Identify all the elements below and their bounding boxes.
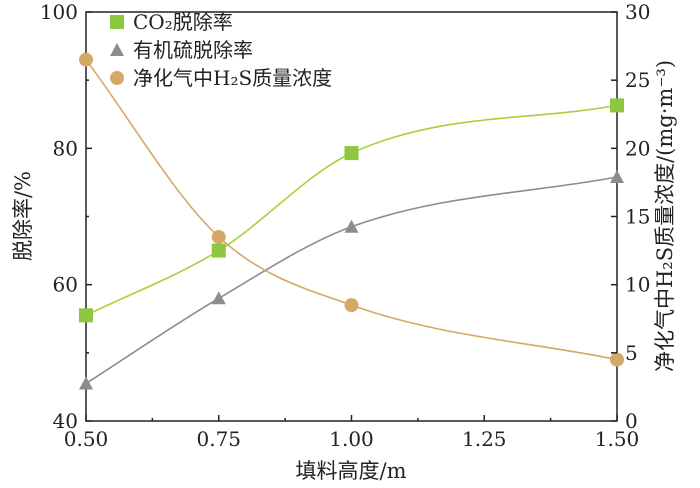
y-right-tick-label-7: 30 [625,0,650,24]
legend-label-2: 有机硫脱除率 [133,38,253,62]
legend-marker-1 [110,15,124,29]
data-point-s1-4 [610,98,624,113]
y-left-tick-label-3: 80 [53,136,78,160]
y-left-tick-label-4: 100 [40,0,78,24]
y-left-axis-title: 脱除率/% [11,171,35,261]
y-right-tick-label-6: 25 [625,68,650,92]
series-markers [79,52,624,390]
x-tick-label-5: 1.50 [595,427,640,451]
series-line-3 [85,59,618,361]
y-right-tick-label-1: 0 [625,409,638,433]
x-tick-label-2: 0.75 [196,427,241,451]
y-right-tick-label-3: 10 [625,273,650,297]
legend-label-1: CO₂脱除率 [133,10,233,34]
data-point-s2-2 [211,291,226,305]
axis-ticks [85,11,618,422]
x-axis-title: 填料高度/m [296,459,407,483]
y-left-tick-label-2: 60 [53,273,78,297]
data-point-s2-1 [79,376,93,390]
data-point-s1-2 [211,243,226,258]
data-point-s2-3 [344,219,359,233]
x-tick-label-4: 1.25 [462,427,507,451]
data-point-s3-3 [344,298,359,313]
y-right-tick-label-5: 20 [625,136,650,160]
y-right-axis-title: 净化气中H₂S质量浓度/(mg·m⁻³) [653,60,677,372]
data-point-s3-2 [211,229,226,244]
x-tick-label-3: 1.00 [329,427,374,451]
data-point-s3-4 [610,352,624,367]
x-tick-label-1: 0.50 [64,427,109,451]
y-right-tick-label-2: 5 [625,341,638,365]
series-lines [85,59,618,385]
axis-tick-labels: 0.50 0.75 1.00 1.25 1.50 40 60 80 100 0 5 10 15 20 25 3… [40,0,651,451]
series-line-2 [85,176,618,385]
data-point-s2-4 [610,169,624,183]
y-right-tick-label-4: 15 [625,205,650,229]
legend-label-3: 净化气中H₂S质量浓度 [133,66,332,90]
y-left-tick-label-1: 40 [53,409,78,433]
data-point-s1-3 [344,146,359,161]
legend-marker-3 [110,71,124,85]
legend-marker-2 [110,43,124,56]
series-line-1 [85,104,618,317]
data-point-s1-1 [79,308,93,323]
data-point-s3-1 [79,52,93,67]
